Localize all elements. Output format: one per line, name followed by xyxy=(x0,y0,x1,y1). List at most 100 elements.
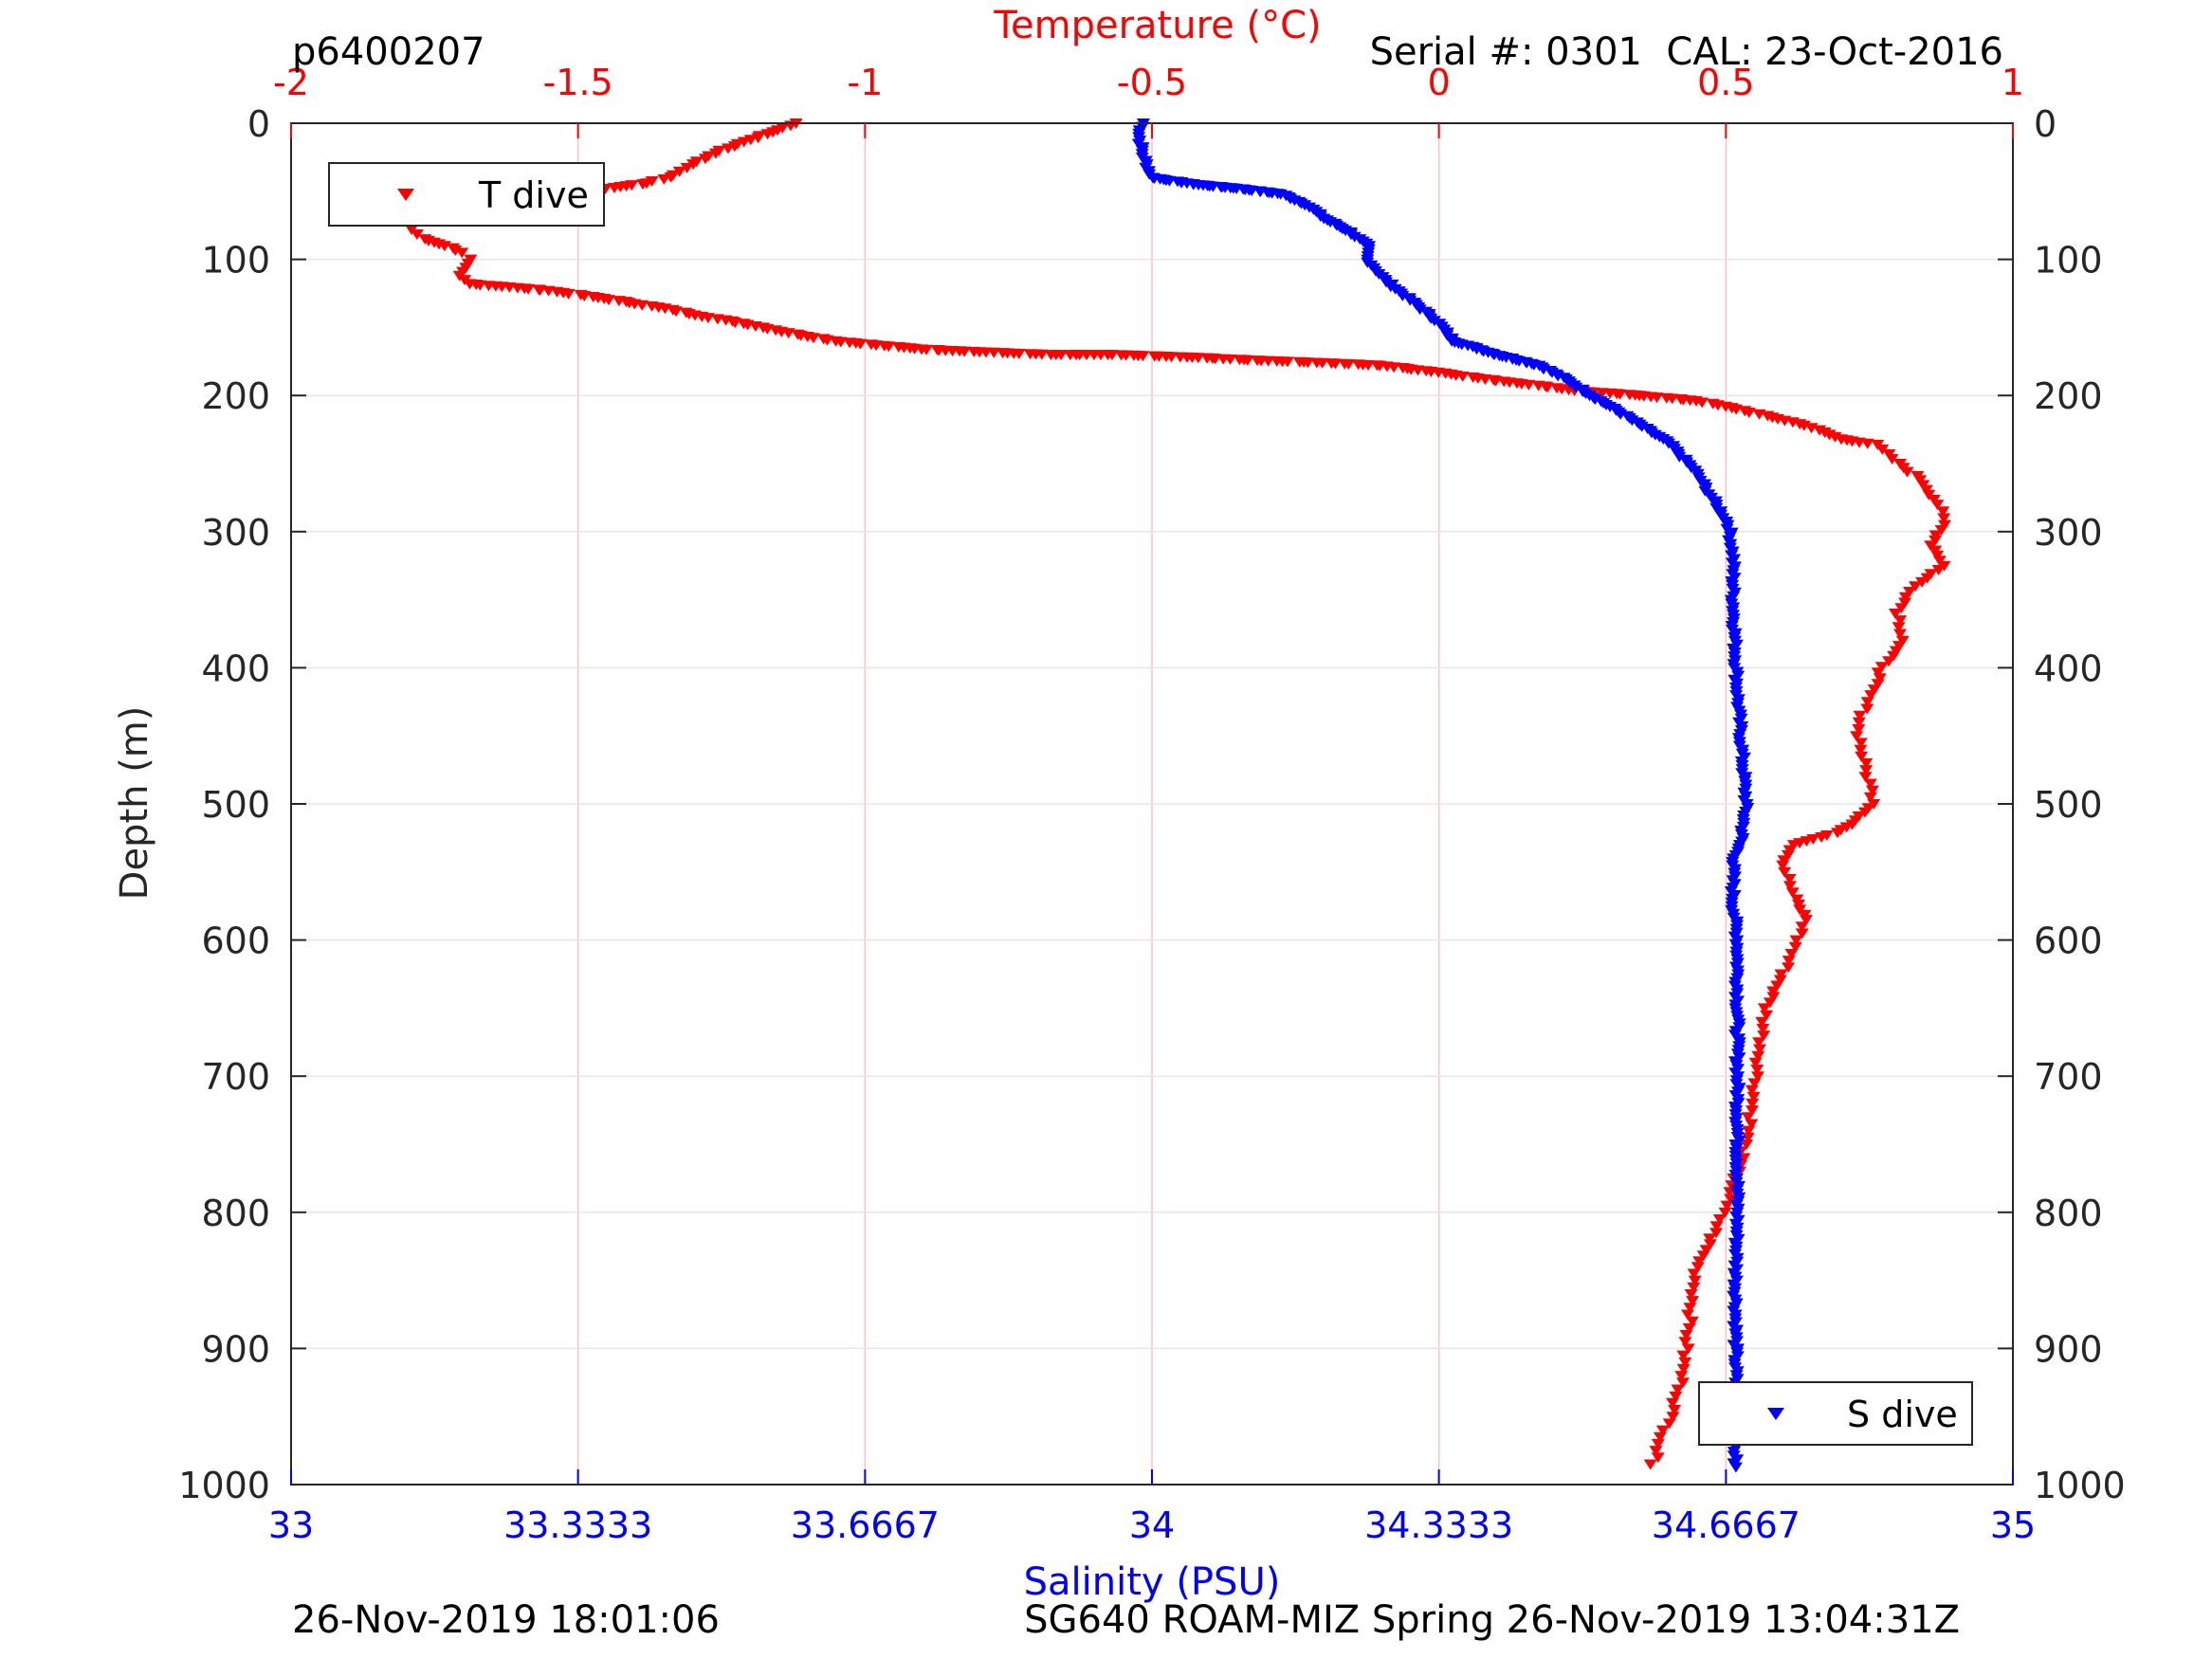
temperature-point xyxy=(781,328,795,339)
temperature-point xyxy=(1903,587,1916,597)
temperature-point xyxy=(1757,1030,1771,1042)
temperature-tick-label: 0 xyxy=(1428,62,1451,103)
temperature-point xyxy=(1751,1071,1764,1083)
depth-tick-label-right: 800 xyxy=(2034,1193,2103,1234)
temperature-point xyxy=(577,291,592,301)
depth-tick-label-left: 0 xyxy=(247,103,270,145)
temperature-point xyxy=(1261,356,1275,367)
temperature-point xyxy=(1742,1125,1756,1137)
temperature-point xyxy=(1795,928,1809,939)
temperature-point xyxy=(1766,986,1781,997)
temperature-point xyxy=(1668,1405,1682,1415)
depth-tick-label-left: 900 xyxy=(201,1328,270,1370)
salinity-point xyxy=(1440,330,1454,341)
temperature-point xyxy=(1748,1057,1763,1068)
temperature-point xyxy=(1839,822,1854,833)
depth-tick-label-right: 300 xyxy=(2034,512,2103,554)
temperature-point xyxy=(1898,592,1912,603)
temperature-point xyxy=(1687,1282,1701,1293)
temperature-point xyxy=(561,288,576,300)
temperature-point xyxy=(1613,389,1627,400)
temperature-point xyxy=(1740,1139,1754,1150)
temperature-point xyxy=(1882,656,1896,667)
temperature-point xyxy=(1703,1233,1717,1245)
depth-tick-label-right: 900 xyxy=(2034,1328,2103,1370)
temperature-point xyxy=(1852,717,1866,728)
temperature-point xyxy=(1666,1397,1680,1409)
temperature-point xyxy=(1853,710,1867,721)
axes: -2 -1.5 -1 -0.5 0 0.5 1 33 33.3333 33.6667 34 34.33… xyxy=(178,62,2125,1546)
temperature-point xyxy=(521,283,536,295)
profile-id: p6400207 xyxy=(292,30,485,74)
temperature-point xyxy=(1699,1245,1713,1256)
salinity-series xyxy=(1131,118,1755,1473)
depth-tick-label-right: 700 xyxy=(2034,1056,2103,1098)
temperature-point xyxy=(1859,757,1874,769)
temperature-tick-label: 0.5 xyxy=(1697,62,1754,103)
temperature-point xyxy=(1855,751,1869,762)
temperature-point xyxy=(701,313,715,324)
temperature-point xyxy=(1747,1078,1762,1089)
depth-tick-label-left: 700 xyxy=(201,1056,270,1098)
temperature-point xyxy=(958,346,972,357)
temperature-point xyxy=(1745,1119,1759,1130)
temperature-point xyxy=(1871,679,1885,690)
temperature-point xyxy=(1671,1384,1685,1395)
temperature-point xyxy=(1362,360,1376,371)
temperature-point xyxy=(1191,353,1205,364)
temperature-point xyxy=(1850,731,1864,742)
footer-timestamp: 26-Nov-2019 18:01:06 xyxy=(292,1598,720,1642)
temperature-point xyxy=(1766,992,1781,1003)
salinity-tick-label: 33.3333 xyxy=(503,1504,652,1546)
temperature-point xyxy=(1164,352,1179,363)
legend-temperature-marker-icon xyxy=(397,189,414,201)
temperature-point xyxy=(1854,744,1868,756)
temperature-point xyxy=(680,162,694,173)
depth-tick-label-left: 1000 xyxy=(178,1465,270,1506)
salinity-point xyxy=(1728,1462,1743,1473)
temperature-point xyxy=(636,179,649,191)
serial-cal-info: Serial #: 0301 CAL: 23-Oct-2016 xyxy=(1370,30,2003,74)
temperature-point xyxy=(1936,506,1950,518)
salinity-point xyxy=(1673,451,1687,463)
salinity-axis-label: Salinity (PSU) xyxy=(1024,1560,1281,1604)
temperature-point xyxy=(698,154,712,165)
depth-tick-label-left: 600 xyxy=(201,921,270,962)
temperature-point xyxy=(1681,1309,1694,1321)
temperature-point xyxy=(410,229,424,240)
temperature-point xyxy=(1684,1289,1698,1300)
temperature-point xyxy=(1776,860,1790,871)
temperature-point xyxy=(1750,1065,1764,1075)
temperature-point xyxy=(1860,697,1874,708)
temperature-point xyxy=(1655,1425,1670,1436)
temperature-point xyxy=(833,337,848,348)
temperature-point xyxy=(1864,690,1878,702)
depth-tick-label-right: 0 xyxy=(2034,103,2057,145)
temperature-point xyxy=(1676,1377,1690,1389)
temperature-point xyxy=(1741,1132,1755,1143)
legend-temperature-box xyxy=(328,162,605,227)
legend-salinity-marker-icon xyxy=(1767,1408,1784,1420)
temperature-point xyxy=(1893,615,1908,627)
temperature-point xyxy=(657,173,671,185)
temperature-point xyxy=(1683,1303,1697,1314)
temperature-point xyxy=(1753,1044,1766,1055)
temperature-series xyxy=(405,118,1951,1470)
temperature-point xyxy=(1691,1262,1705,1273)
depth-tick-label-left: 300 xyxy=(201,512,270,554)
temperature-point xyxy=(1860,438,1874,449)
temperature-point xyxy=(1746,1098,1760,1109)
temperature-point xyxy=(1863,778,1877,790)
temperature-point xyxy=(1681,1343,1695,1355)
temperature-point xyxy=(1755,1016,1769,1028)
temperature-point xyxy=(1666,1412,1680,1423)
temperature-point xyxy=(1678,1357,1692,1368)
legend-temperature-label: T dive xyxy=(478,174,589,216)
depth-tick-label-right: 1000 xyxy=(2034,1465,2126,1506)
temperature-point xyxy=(1874,662,1889,673)
temperature-point xyxy=(1054,350,1069,361)
temperature-point xyxy=(1763,997,1777,1009)
temperature-point xyxy=(1889,609,1902,619)
temperature-point xyxy=(1858,772,1873,783)
temperature-point xyxy=(1281,356,1294,368)
